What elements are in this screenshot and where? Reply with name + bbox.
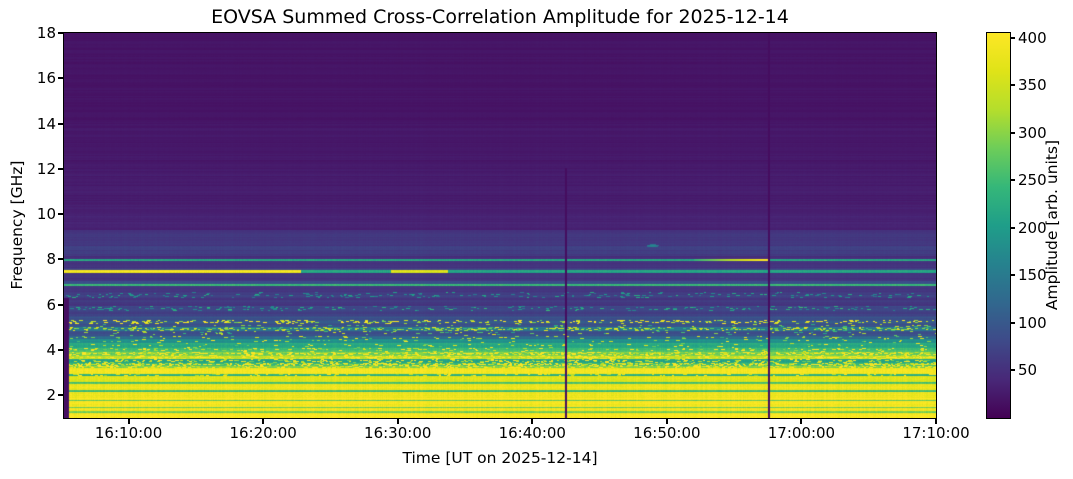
- y-tick-mark: [58, 349, 63, 352]
- y-tick-label: 8: [46, 250, 56, 269]
- y-tick-mark: [58, 213, 63, 216]
- y-tick-label: 10: [36, 205, 56, 224]
- colorbar-gradient: [987, 33, 1010, 418]
- colorbar-tick-label: 200: [1018, 218, 1047, 237]
- colorbar-tick-label: 400: [1018, 28, 1047, 47]
- x-tick-mark: [935, 419, 937, 424]
- x-tick-mark: [800, 419, 803, 424]
- y-tick-mark: [58, 258, 63, 261]
- x-tick-mark: [127, 419, 130, 424]
- x-tick-label: 16:50:00: [633, 424, 701, 442]
- x-axis-label: Time [UT on 2025-12-14]: [402, 449, 598, 467]
- colorbar-tick-label: 150: [1018, 266, 1047, 285]
- x-tick-mark: [531, 419, 534, 424]
- y-tick-mark: [58, 77, 63, 80]
- x-tick-mark: [262, 419, 265, 424]
- colorbar-tick-label: 250: [1018, 171, 1047, 190]
- x-tick-label: 16:10:00: [94, 424, 163, 442]
- colorbar-tick-mark: [1011, 369, 1015, 372]
- colorbar-tick-mark: [1011, 179, 1015, 182]
- y-tick-label: 12: [36, 159, 56, 178]
- x-tick-mark: [396, 419, 399, 424]
- y-tick-label: 18: [36, 24, 56, 42]
- colorbar-tick-mark: [1011, 226, 1015, 229]
- y-tick-label: 14: [36, 114, 56, 133]
- y-tick-mark: [58, 122, 63, 125]
- x-tick-label: 16:30:00: [364, 424, 432, 442]
- chart-title: EOVSA Summed Cross-Correlation Amplitude…: [211, 6, 789, 28]
- x-tick-mark: [665, 419, 668, 424]
- y-axis-label: Frequency [GHz]: [8, 160, 26, 290]
- x-tick-label: 16:40:00: [498, 424, 566, 442]
- y-tick-mark: [58, 167, 63, 170]
- x-tick-label: 16:20:00: [229, 424, 297, 442]
- colorbar-tick-label: 100: [1018, 313, 1047, 332]
- y-tick-mark: [58, 32, 63, 34]
- colorbar: [986, 32, 1011, 419]
- y-tick-label: 4: [46, 341, 56, 360]
- y-tick-mark: [58, 394, 63, 397]
- y-tick-label: 16: [36, 69, 56, 88]
- colorbar-tick-mark: [1011, 321, 1015, 324]
- colorbar-tick-mark: [1011, 274, 1015, 277]
- colorbar-tick-mark: [1011, 131, 1015, 134]
- plot-area: [63, 32, 937, 419]
- x-tick-label: 17:00:00: [767, 424, 836, 442]
- spectrogram-canvas: [64, 33, 936, 418]
- y-tick-label: 6: [46, 295, 56, 314]
- colorbar-tick-mark: [1011, 36, 1015, 39]
- colorbar-tick-label: 50: [1018, 361, 1038, 380]
- colorbar-tick-label: 300: [1018, 123, 1047, 142]
- y-tick-mark: [58, 303, 63, 306]
- y-tick-label: 2: [46, 386, 56, 405]
- x-tick-label: 17:10:00: [902, 424, 970, 442]
- colorbar-tick-label: 350: [1018, 76, 1047, 95]
- colorbar-tick-mark: [1011, 84, 1015, 87]
